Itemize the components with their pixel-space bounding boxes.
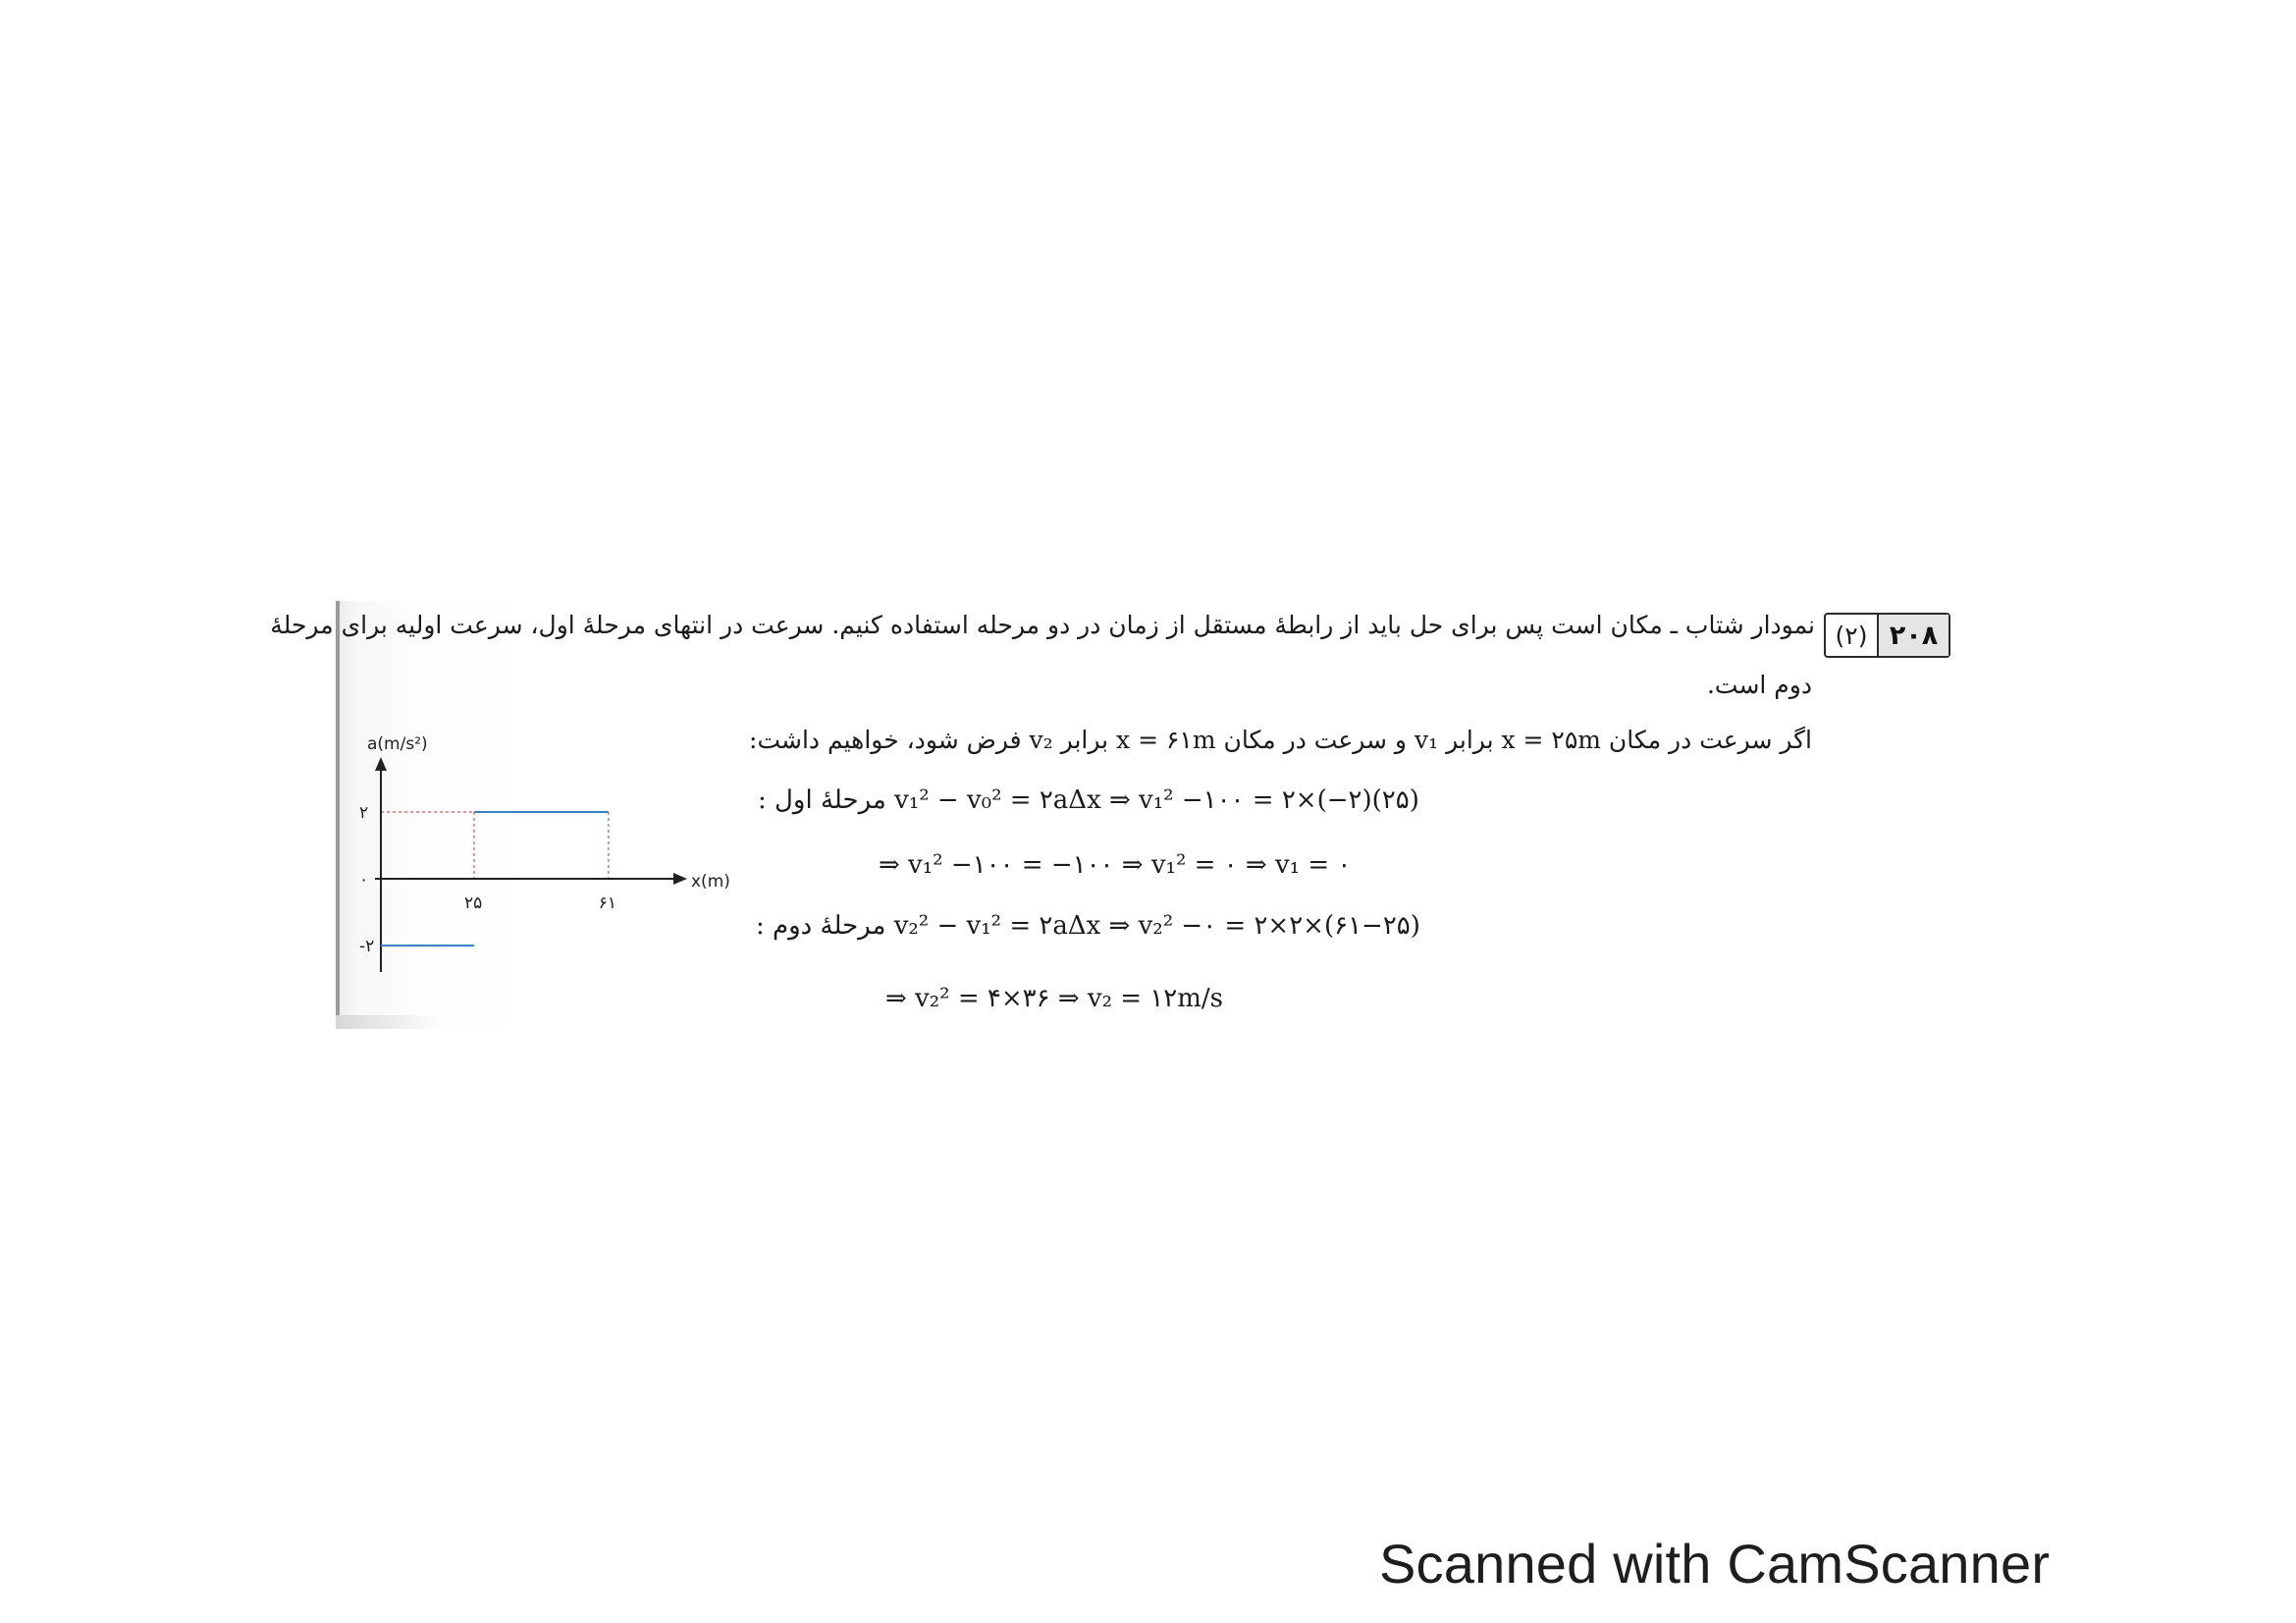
question-number: ۲۰۸ bbox=[1877, 615, 1949, 656]
x-axis-label: x(m) bbox=[691, 872, 730, 892]
question-number-box: ۲۰۸ (۲) bbox=[1824, 613, 1950, 658]
y-axis-label: a(m/s²) bbox=[367, 734, 428, 754]
camscanner-footer: Scanned with CamScanner bbox=[1379, 1533, 2051, 1595]
stage1-equation: مرحلهٔ اول : v₁² − v₀² = ۲aΔx ⇒ v₁² −۱۰۰… bbox=[758, 785, 1419, 815]
x-tick-label-0: ۲۵ bbox=[464, 893, 482, 913]
stage1-label: مرحلهٔ اول : bbox=[758, 785, 886, 815]
explanation-line-3: اگر سرعت در مکان x = ۲۵m برابر v₁ و سرعت… bbox=[749, 726, 1812, 754]
y-tick-label-2: -۲ bbox=[359, 937, 374, 956]
stage2-result: ⇒ v₂² = ۴×۳۶ ⇒ v₂ = ۱۲m/s bbox=[885, 984, 1224, 1013]
page-shadow bbox=[336, 1015, 444, 1029]
y-tick-label-0: ۲ bbox=[359, 803, 368, 823]
page-left-edge bbox=[336, 601, 340, 1029]
stage1-formula: v₁² − v₀² = ۲aΔx ⇒ v₁² −۱۰۰ = ۲×(−۲)(۲۵) bbox=[894, 785, 1419, 815]
explanation-line-2: دوم است. bbox=[1706, 671, 1812, 699]
x-tick-label-1: ۶۱ bbox=[599, 893, 616, 913]
answer-option: (۲) bbox=[1835, 621, 1868, 650]
stage1-result: ⇒ v₁² −۱۰۰ = −۱۰۰ ⇒ v₁² = ۰ ⇒ v₁ = ۰ bbox=[879, 850, 1352, 880]
y-tick-label-1: ۰ bbox=[359, 870, 368, 890]
explanation-line-1: نمودار شتاب ـ مکان است پس برای حل باید ا… bbox=[270, 611, 1815, 639]
stage2-label: مرحلهٔ دوم : bbox=[756, 911, 886, 941]
x-axis-arrow bbox=[673, 873, 687, 885]
stage2-formula: v₂² − v₁² = ۲aΔx ⇒ v₂² −۰ = ۲×۲×(۶۱−۲۵) bbox=[893, 911, 1420, 941]
y-axis-arrow bbox=[375, 757, 387, 771]
stage2-equation: مرحلهٔ دوم : v₂² − v₁² = ۲aΔx ⇒ v₂² −۰ =… bbox=[756, 911, 1420, 941]
acceleration-position-chart: a(m/s²) x(m) ۲۵ ۶۱ ۲ ۰ -۲ bbox=[359, 734, 730, 972]
